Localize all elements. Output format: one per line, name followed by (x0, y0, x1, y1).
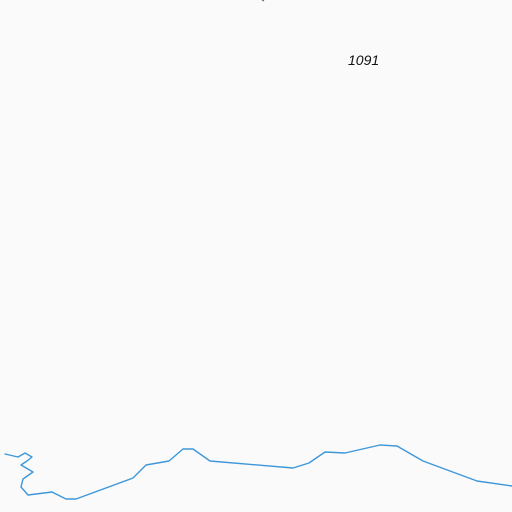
river-line (5, 445, 512, 499)
elevation-label: 1091 (348, 52, 379, 68)
clipped-feature-mark (262, 0, 264, 1)
